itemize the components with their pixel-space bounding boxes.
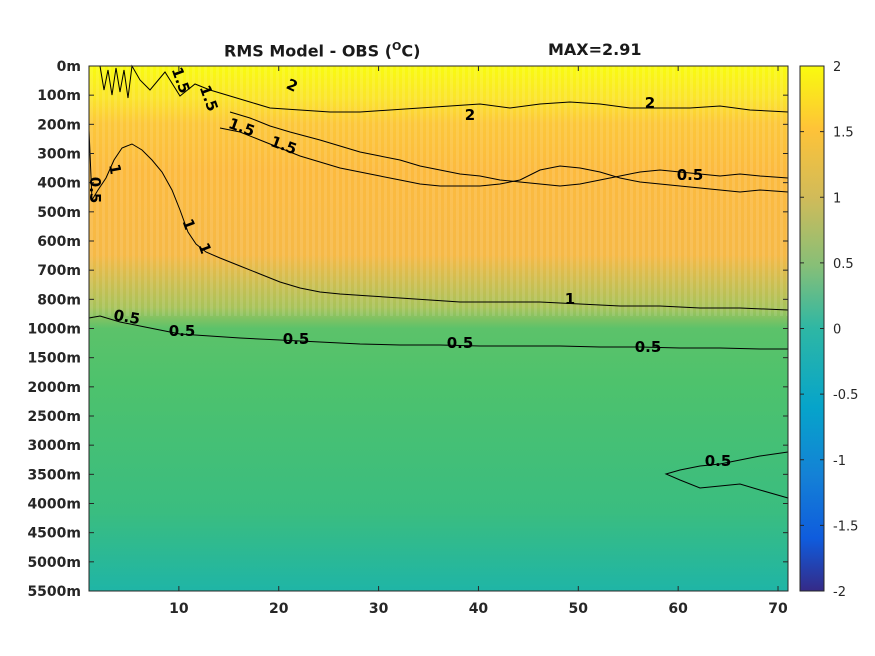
colorbar-tick-label: -0.5 — [833, 388, 858, 403]
contour-label: 1 — [565, 290, 575, 308]
y-tick-label: 1000m — [27, 322, 81, 338]
colorbar-tick-label: 0.5 — [833, 257, 854, 272]
x-tick-label: 60 — [668, 601, 688, 617]
contour-label: 0.5 — [635, 338, 662, 356]
colorbar-tick-label: -1.5 — [833, 519, 858, 534]
y-tick-label: 500m — [37, 205, 81, 221]
colorbar-tick-label: 0 — [833, 323, 841, 338]
y-tick-label: 1500m — [27, 351, 81, 367]
y-tick-label: 2500m — [27, 409, 81, 425]
y-tick-label: 3500m — [27, 467, 81, 483]
contour-line-0-5-deep — [664, 451, 789, 499]
contour-label: 0.5 — [677, 166, 704, 184]
y-tick-label: 800m — [37, 292, 81, 308]
y-tick-label: 100m — [37, 88, 81, 104]
x-tick-label: 20 — [269, 601, 289, 617]
contour-label: 0.5 — [705, 452, 732, 470]
y-tick-label: 600m — [37, 234, 81, 250]
x-tick-label: 50 — [569, 601, 589, 617]
x-tick-label: 30 — [369, 601, 389, 617]
colorbar-tick-label: -1 — [833, 454, 846, 469]
y-tick-label: 3000m — [27, 438, 81, 454]
y-tick-label: 5000m — [27, 555, 81, 571]
colorbar-tick-label: 1.5 — [833, 126, 854, 141]
contour-line-2-top — [99, 64, 789, 113]
x-tick-label: 10 — [169, 601, 189, 617]
contour-label: 2 — [465, 106, 475, 124]
y-tick-label: 0m — [57, 59, 81, 75]
y-tick-label: 4500m — [27, 526, 81, 542]
contour-label: 0.5 — [283, 330, 310, 348]
colorbar-tick-label: 1 — [833, 191, 841, 206]
y-tick-label: 400m — [37, 176, 81, 192]
y-tick-label: 700m — [37, 263, 81, 279]
colorbar-tick-label: 2 — [833, 60, 841, 75]
x-tick-label: 70 — [768, 601, 788, 617]
contour-label: 0.5 — [86, 177, 104, 204]
contour-label: 2 — [645, 94, 655, 112]
colorbar-tick-label: -2 — [833, 585, 846, 600]
x-axis: 10 20 30 40 50 60 70 — [169, 66, 788, 617]
heatmap-texture — [89, 66, 788, 316]
y-tick-label: 4000m — [27, 497, 81, 513]
y-tick-label: 200m — [37, 117, 81, 133]
contour-line-1 — [88, 129, 789, 311]
y-axis: 0m 100m 200m 300m 400m 500m 600m 700m 800m 1000m 1… — [27, 59, 788, 600]
contour-label: 1 — [105, 162, 125, 175]
chart-max-label: MAX=2.91 — [548, 40, 642, 59]
chart-title: RMS Model - OBS (OC) — [224, 40, 421, 61]
contour-label: 0.5 — [169, 322, 196, 340]
x-tick-label: 40 — [469, 601, 489, 617]
contour-label: 0.5 — [447, 334, 474, 352]
contour-label: 0.5 — [112, 306, 141, 328]
contour-line-1-5 — [219, 127, 789, 193]
y-tick-label: 300m — [37, 147, 81, 163]
colorbar-ticks: 2 1.5 1 0.5 0 -0.5 -1 -1.5 -2 — [800, 60, 858, 600]
contour-line-0-5 — [88, 315, 788, 350]
y-tick-label: 2000m — [27, 380, 81, 396]
contour-line-2-lower — [229, 111, 789, 187]
y-tick-label: 5500m — [27, 584, 81, 600]
